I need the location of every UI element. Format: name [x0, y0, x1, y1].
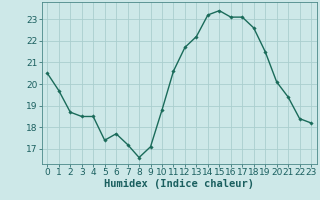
X-axis label: Humidex (Indice chaleur): Humidex (Indice chaleur) [104, 179, 254, 189]
